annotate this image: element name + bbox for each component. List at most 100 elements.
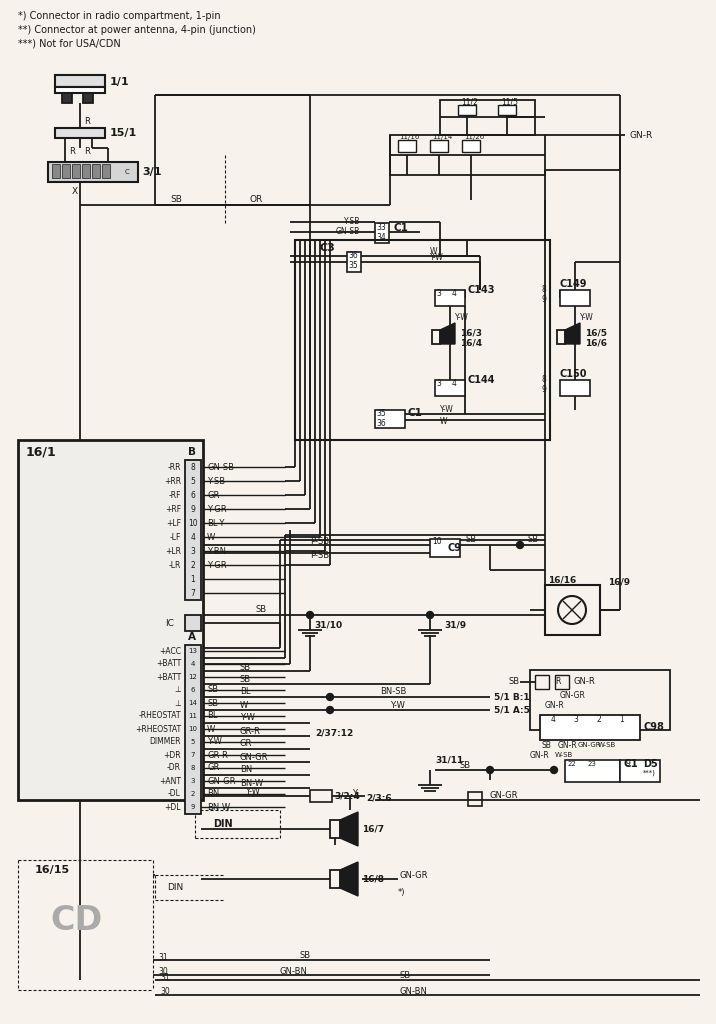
Text: 16/5: 16/5: [585, 329, 607, 338]
Bar: [55, 87, 105, 93]
Text: 2: 2: [190, 791, 195, 797]
Text: GN-GR: GN-GR: [560, 690, 586, 699]
Text: ⊥: ⊥: [175, 685, 181, 694]
Text: Y-W: Y-W: [430, 254, 444, 262]
Text: 16/1: 16/1: [26, 445, 57, 459]
Text: SB: SB: [207, 685, 218, 694]
Bar: [545, 585, 600, 635]
Bar: [295, 240, 550, 440]
Text: +ACC: +ACC: [159, 646, 181, 655]
Text: 10: 10: [188, 518, 198, 527]
Text: 3: 3: [436, 379, 441, 387]
Text: SB: SB: [255, 605, 266, 614]
Text: 9: 9: [541, 385, 546, 394]
Text: X: X: [72, 186, 78, 196]
Text: Y-SB: Y-SB: [344, 217, 360, 226]
Text: GR: GR: [207, 490, 219, 500]
Text: ***): ***): [643, 770, 656, 776]
Bar: [62, 164, 70, 178]
Text: GN-R: GN-R: [530, 751, 550, 760]
Text: 6: 6: [190, 687, 195, 693]
Circle shape: [486, 767, 493, 773]
Text: 12: 12: [188, 674, 198, 680]
Bar: [62, 93, 72, 103]
Circle shape: [516, 542, 523, 549]
Text: 35: 35: [376, 410, 386, 419]
Text: 3/1: 3/1: [142, 167, 162, 177]
Text: Y-W: Y-W: [440, 404, 454, 414]
Text: SB: SB: [509, 678, 520, 686]
Text: 30: 30: [158, 968, 168, 977]
Text: Y-GR: Y-GR: [207, 560, 227, 569]
Bar: [185, 645, 201, 814]
Text: 31/9: 31/9: [444, 621, 466, 630]
Text: 33: 33: [376, 222, 386, 231]
Text: 9: 9: [190, 804, 195, 810]
Text: BL: BL: [207, 712, 218, 721]
Text: C1: C1: [408, 408, 423, 418]
Text: C143: C143: [468, 285, 495, 295]
Text: GN-SB: GN-SB: [336, 227, 360, 237]
Bar: [48, 162, 138, 182]
Text: SB: SB: [460, 761, 471, 769]
Text: 11/14: 11/14: [432, 134, 453, 140]
Text: 36: 36: [376, 419, 386, 427]
Text: 31/10: 31/10: [314, 621, 342, 630]
Text: 4: 4: [190, 532, 195, 542]
Text: 16/3: 16/3: [460, 329, 482, 338]
Text: C: C: [125, 169, 130, 175]
Text: 8: 8: [541, 286, 546, 295]
Text: GR: GR: [207, 764, 219, 772]
Text: 16/6: 16/6: [585, 339, 607, 347]
Text: Y-W: Y-W: [390, 700, 405, 710]
Bar: [310, 790, 332, 802]
Circle shape: [306, 611, 314, 618]
Text: W: W: [207, 725, 216, 733]
Bar: [458, 105, 476, 115]
Text: SB: SB: [400, 971, 411, 980]
Text: 5/1 B:1: 5/1 B:1: [494, 692, 530, 701]
Text: DIMMER: DIMMER: [150, 737, 181, 746]
Text: GN-SB: GN-SB: [207, 463, 234, 471]
Bar: [432, 330, 440, 344]
Text: R: R: [84, 118, 90, 127]
Text: 2/3:6: 2/3:6: [366, 794, 392, 803]
Bar: [620, 760, 660, 782]
Text: P-SB: P-SB: [310, 552, 329, 560]
Bar: [555, 675, 569, 689]
Text: 30: 30: [160, 987, 170, 996]
Text: 16/15: 16/15: [35, 865, 70, 874]
Text: GN-GR: GN-GR: [490, 791, 518, 800]
Text: +RF: +RF: [165, 505, 181, 513]
Text: C150: C150: [560, 369, 588, 379]
Text: Y-GR: Y-GR: [207, 505, 227, 513]
Text: Y: Y: [352, 788, 357, 798]
Bar: [55, 128, 105, 138]
Text: 23: 23: [588, 761, 597, 767]
Bar: [55, 75, 105, 87]
Polygon shape: [340, 812, 358, 846]
Text: SB: SB: [465, 536, 476, 545]
Text: 14: 14: [188, 700, 198, 706]
Text: C9: C9: [448, 543, 462, 553]
Text: IC: IC: [165, 618, 174, 628]
Text: C144: C144: [468, 375, 495, 385]
Bar: [83, 93, 93, 103]
Bar: [435, 290, 465, 306]
Bar: [92, 164, 100, 178]
Text: 2/37:12: 2/37:12: [315, 728, 353, 737]
Text: BN: BN: [240, 766, 252, 774]
Text: 3: 3: [436, 289, 441, 298]
Text: 10: 10: [188, 726, 198, 732]
Bar: [430, 140, 448, 152]
Text: 8: 8: [541, 376, 546, 384]
Text: W: W: [440, 418, 448, 427]
Text: C3: C3: [320, 243, 336, 253]
Text: 1/1: 1/1: [110, 77, 130, 87]
Bar: [398, 140, 416, 152]
Text: ***) Not for USA/CDN: ***) Not for USA/CDN: [18, 39, 121, 49]
Text: -LR: -LR: [169, 560, 181, 569]
Polygon shape: [440, 323, 455, 344]
Text: +DL: +DL: [165, 803, 181, 811]
Text: 5: 5: [190, 476, 195, 485]
